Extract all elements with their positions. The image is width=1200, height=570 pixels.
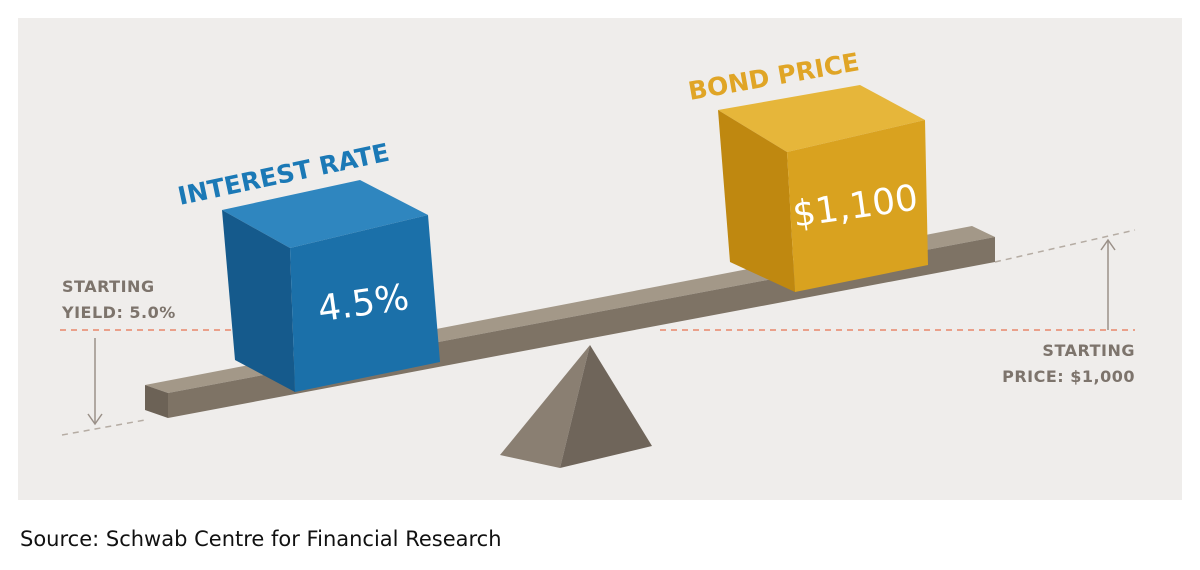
cube-front	[787, 120, 928, 292]
tilt-line	[994, 229, 1136, 263]
arrow-down	[87, 338, 103, 426]
tilt-line	[61, 419, 146, 436]
cube-front	[290, 215, 440, 392]
arrow-up	[1100, 238, 1116, 330]
price-label: STARTING	[1042, 341, 1135, 360]
price-label: PRICE: $1,000	[1002, 367, 1135, 386]
cube-top	[222, 180, 428, 248]
yield-label: STARTING	[62, 277, 155, 296]
cube-side	[222, 210, 295, 392]
cube-top	[718, 85, 925, 152]
fulcrum	[560, 345, 652, 468]
cube-side	[718, 110, 795, 292]
plank-end	[145, 385, 168, 418]
yield-label: YIELD: 5.0%	[61, 303, 176, 322]
source: Source: Schwab Centre for Financial Rese…	[20, 527, 502, 551]
